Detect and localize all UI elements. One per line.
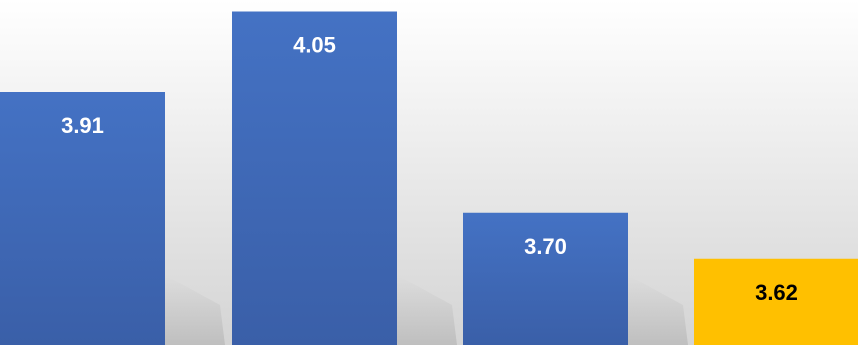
bar-1 — [0, 92, 165, 345]
data-label-2: 4.05 — [293, 33, 336, 58]
bar-shadow — [628, 275, 688, 345]
bar-shadow — [397, 275, 457, 345]
data-label-1: 3.91 — [61, 113, 104, 138]
bar-2 — [232, 11, 397, 345]
data-labels: 3.91 4.05 3.70 3.62 — [61, 33, 798, 305]
bar-shadows — [165, 275, 688, 345]
bars — [0, 11, 858, 345]
bar-3 — [463, 212, 628, 345]
data-label-3: 3.70 — [524, 234, 567, 259]
data-label-4: 3.62 — [755, 280, 798, 305]
bar-4 — [694, 258, 858, 345]
bar-shadow — [165, 275, 225, 345]
